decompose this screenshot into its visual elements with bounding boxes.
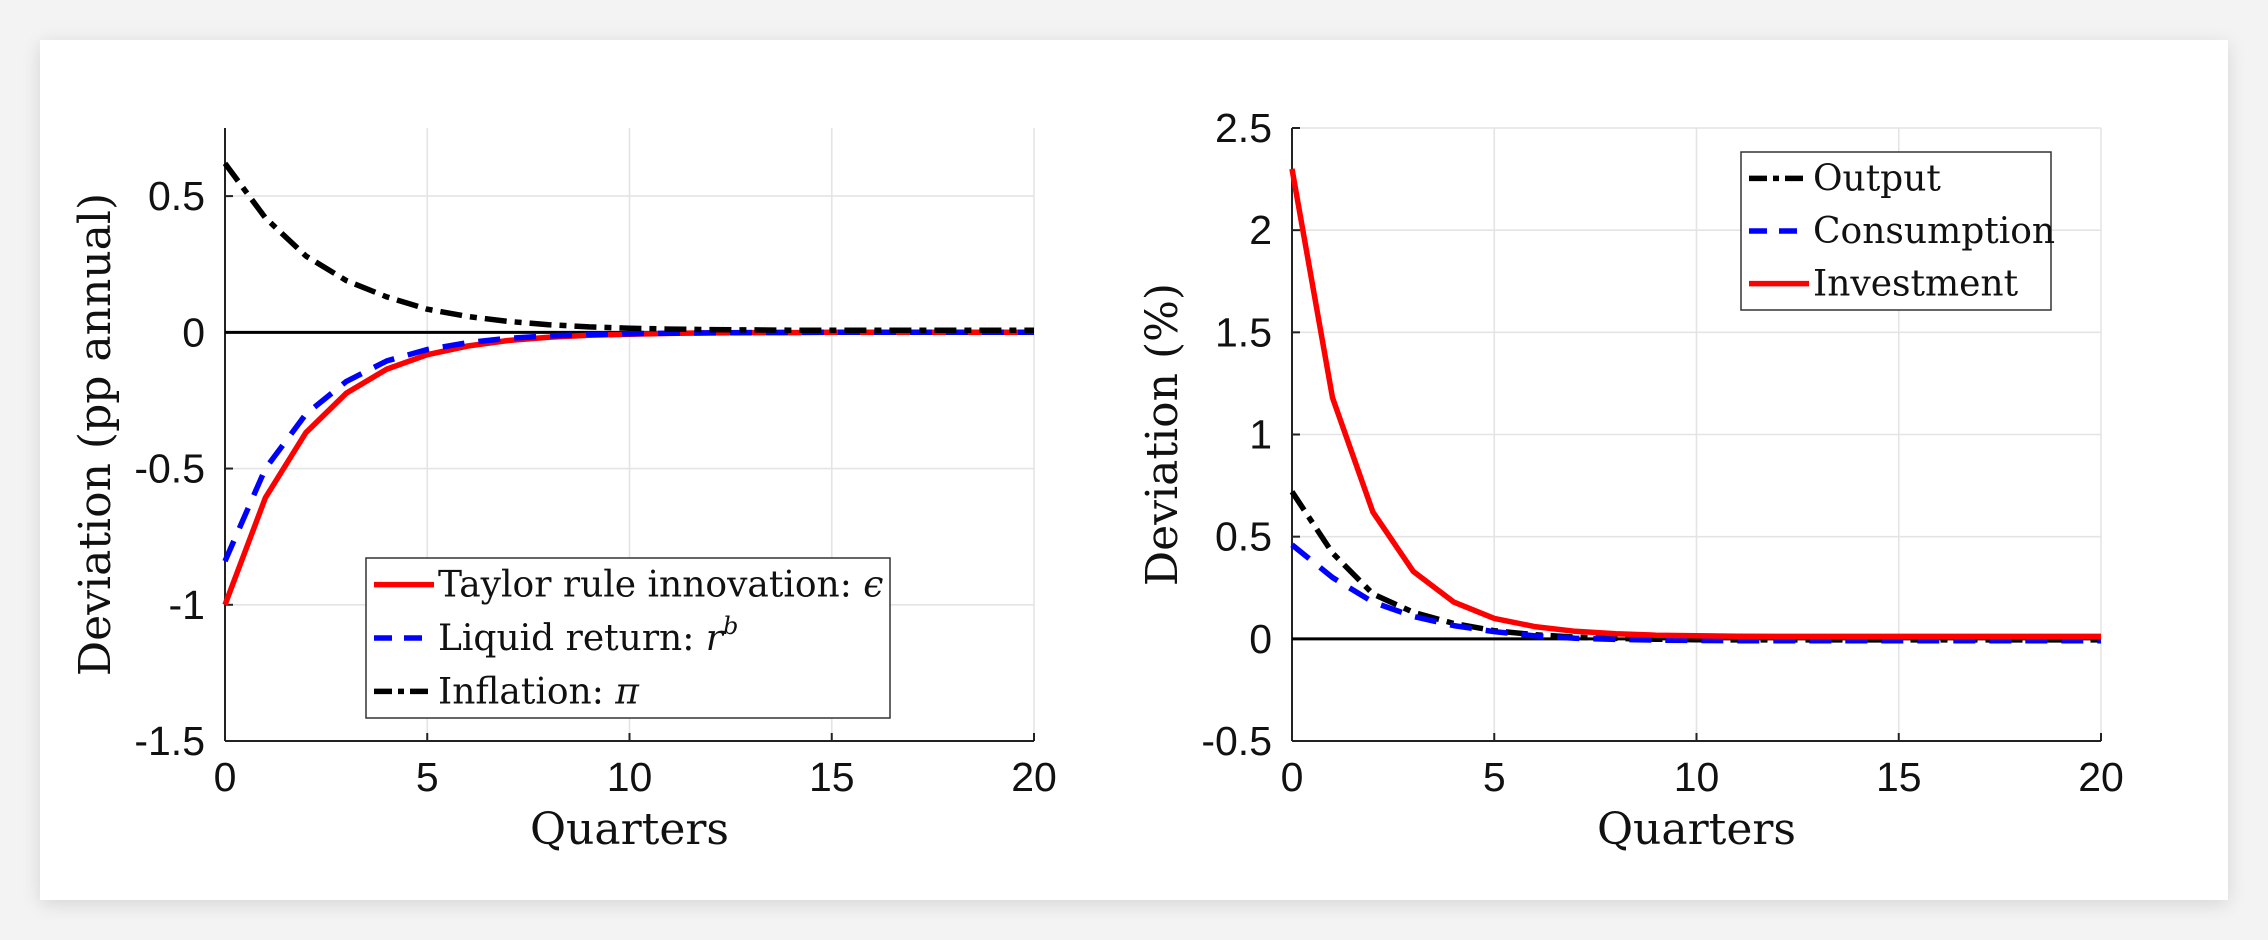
legend-label: Investment xyxy=(1813,264,2019,305)
x-tick-label: 15 xyxy=(1876,754,1922,800)
y-tick-label: 1.5 xyxy=(1215,309,1272,355)
y-tick-label: 2 xyxy=(1249,207,1272,253)
legend-label: Inflation: π xyxy=(438,671,640,712)
legend-label: Consumption xyxy=(1813,211,2055,252)
y-tick-label: -0.5 xyxy=(1201,718,1272,764)
legend-symbol: π xyxy=(614,671,640,712)
series-line-liquid-return xyxy=(222,329,1034,563)
x-tick-label: 10 xyxy=(607,754,653,800)
y-tick-label: 0 xyxy=(182,309,205,355)
y-tick-label: 0.5 xyxy=(1215,514,1272,560)
y-tick-label: 2.5 xyxy=(1215,105,1272,151)
chart-panel-1: 0 5 10 15 20 0.5 0 -0.5 -1 -1.5 Quarters Deviation … xyxy=(70,128,1057,855)
x-tick-label: 15 xyxy=(809,754,855,800)
y-axis-label: Deviation (pp annual) xyxy=(70,193,121,676)
legend-label: Taylor rule innovation: ϵ xyxy=(438,565,883,606)
x-axis-label: Quarters xyxy=(1597,804,1796,855)
legend-symbol: ϵ xyxy=(863,565,883,606)
legend: Taylor rule innovation: ϵ Liquid return: … xyxy=(365,557,891,719)
x-axis-label: Quarters xyxy=(530,804,729,855)
chart-panel-2: 0 5 10 15 202.521.510.50-0.5QuartersDeviatio… xyxy=(1137,105,2124,855)
y-tick-label: 0.5 xyxy=(148,173,205,219)
legend-box xyxy=(365,557,891,719)
series-line-consumption xyxy=(1290,542,2101,644)
y-tick-label: -1 xyxy=(169,582,205,628)
y-tick-label: -1.5 xyxy=(134,718,205,764)
figure-card: 0 5 10 15 20 0.5 0 -0.5 -1 -1.5 Quarters Deviation … xyxy=(40,40,2228,900)
y-tick-label: 1 xyxy=(1249,412,1272,458)
x-tick-label: 20 xyxy=(2078,754,2124,800)
y-tick-label: -0.5 xyxy=(134,446,205,492)
figure-svg: 0 5 10 15 200.50-0.5-1-1.5QuartersDeviation … xyxy=(70,105,2124,855)
x-tick-label: 0 xyxy=(214,754,237,800)
x-tick-label: 0 xyxy=(1281,754,1304,800)
x-tick-label: 20 xyxy=(1011,754,1057,800)
y-tick-label: 0 xyxy=(1249,616,1272,662)
legend-label: Liquid return: rb xyxy=(438,612,738,659)
legend: Output Consumption Investment xyxy=(1740,151,2055,311)
series-line-inflation xyxy=(222,161,1034,333)
x-tick-label: 5 xyxy=(416,754,439,800)
x-tick-label: 10 xyxy=(1674,754,1720,800)
legend-symbol: r xyxy=(706,618,725,659)
x-tick-label: 5 xyxy=(1483,754,1506,800)
legend-label: Output xyxy=(1813,158,1941,199)
series-line-investment xyxy=(1289,168,2101,640)
legend-superscript: b xyxy=(723,612,738,640)
y-axis-label: Deviation (%) xyxy=(1137,283,1188,586)
